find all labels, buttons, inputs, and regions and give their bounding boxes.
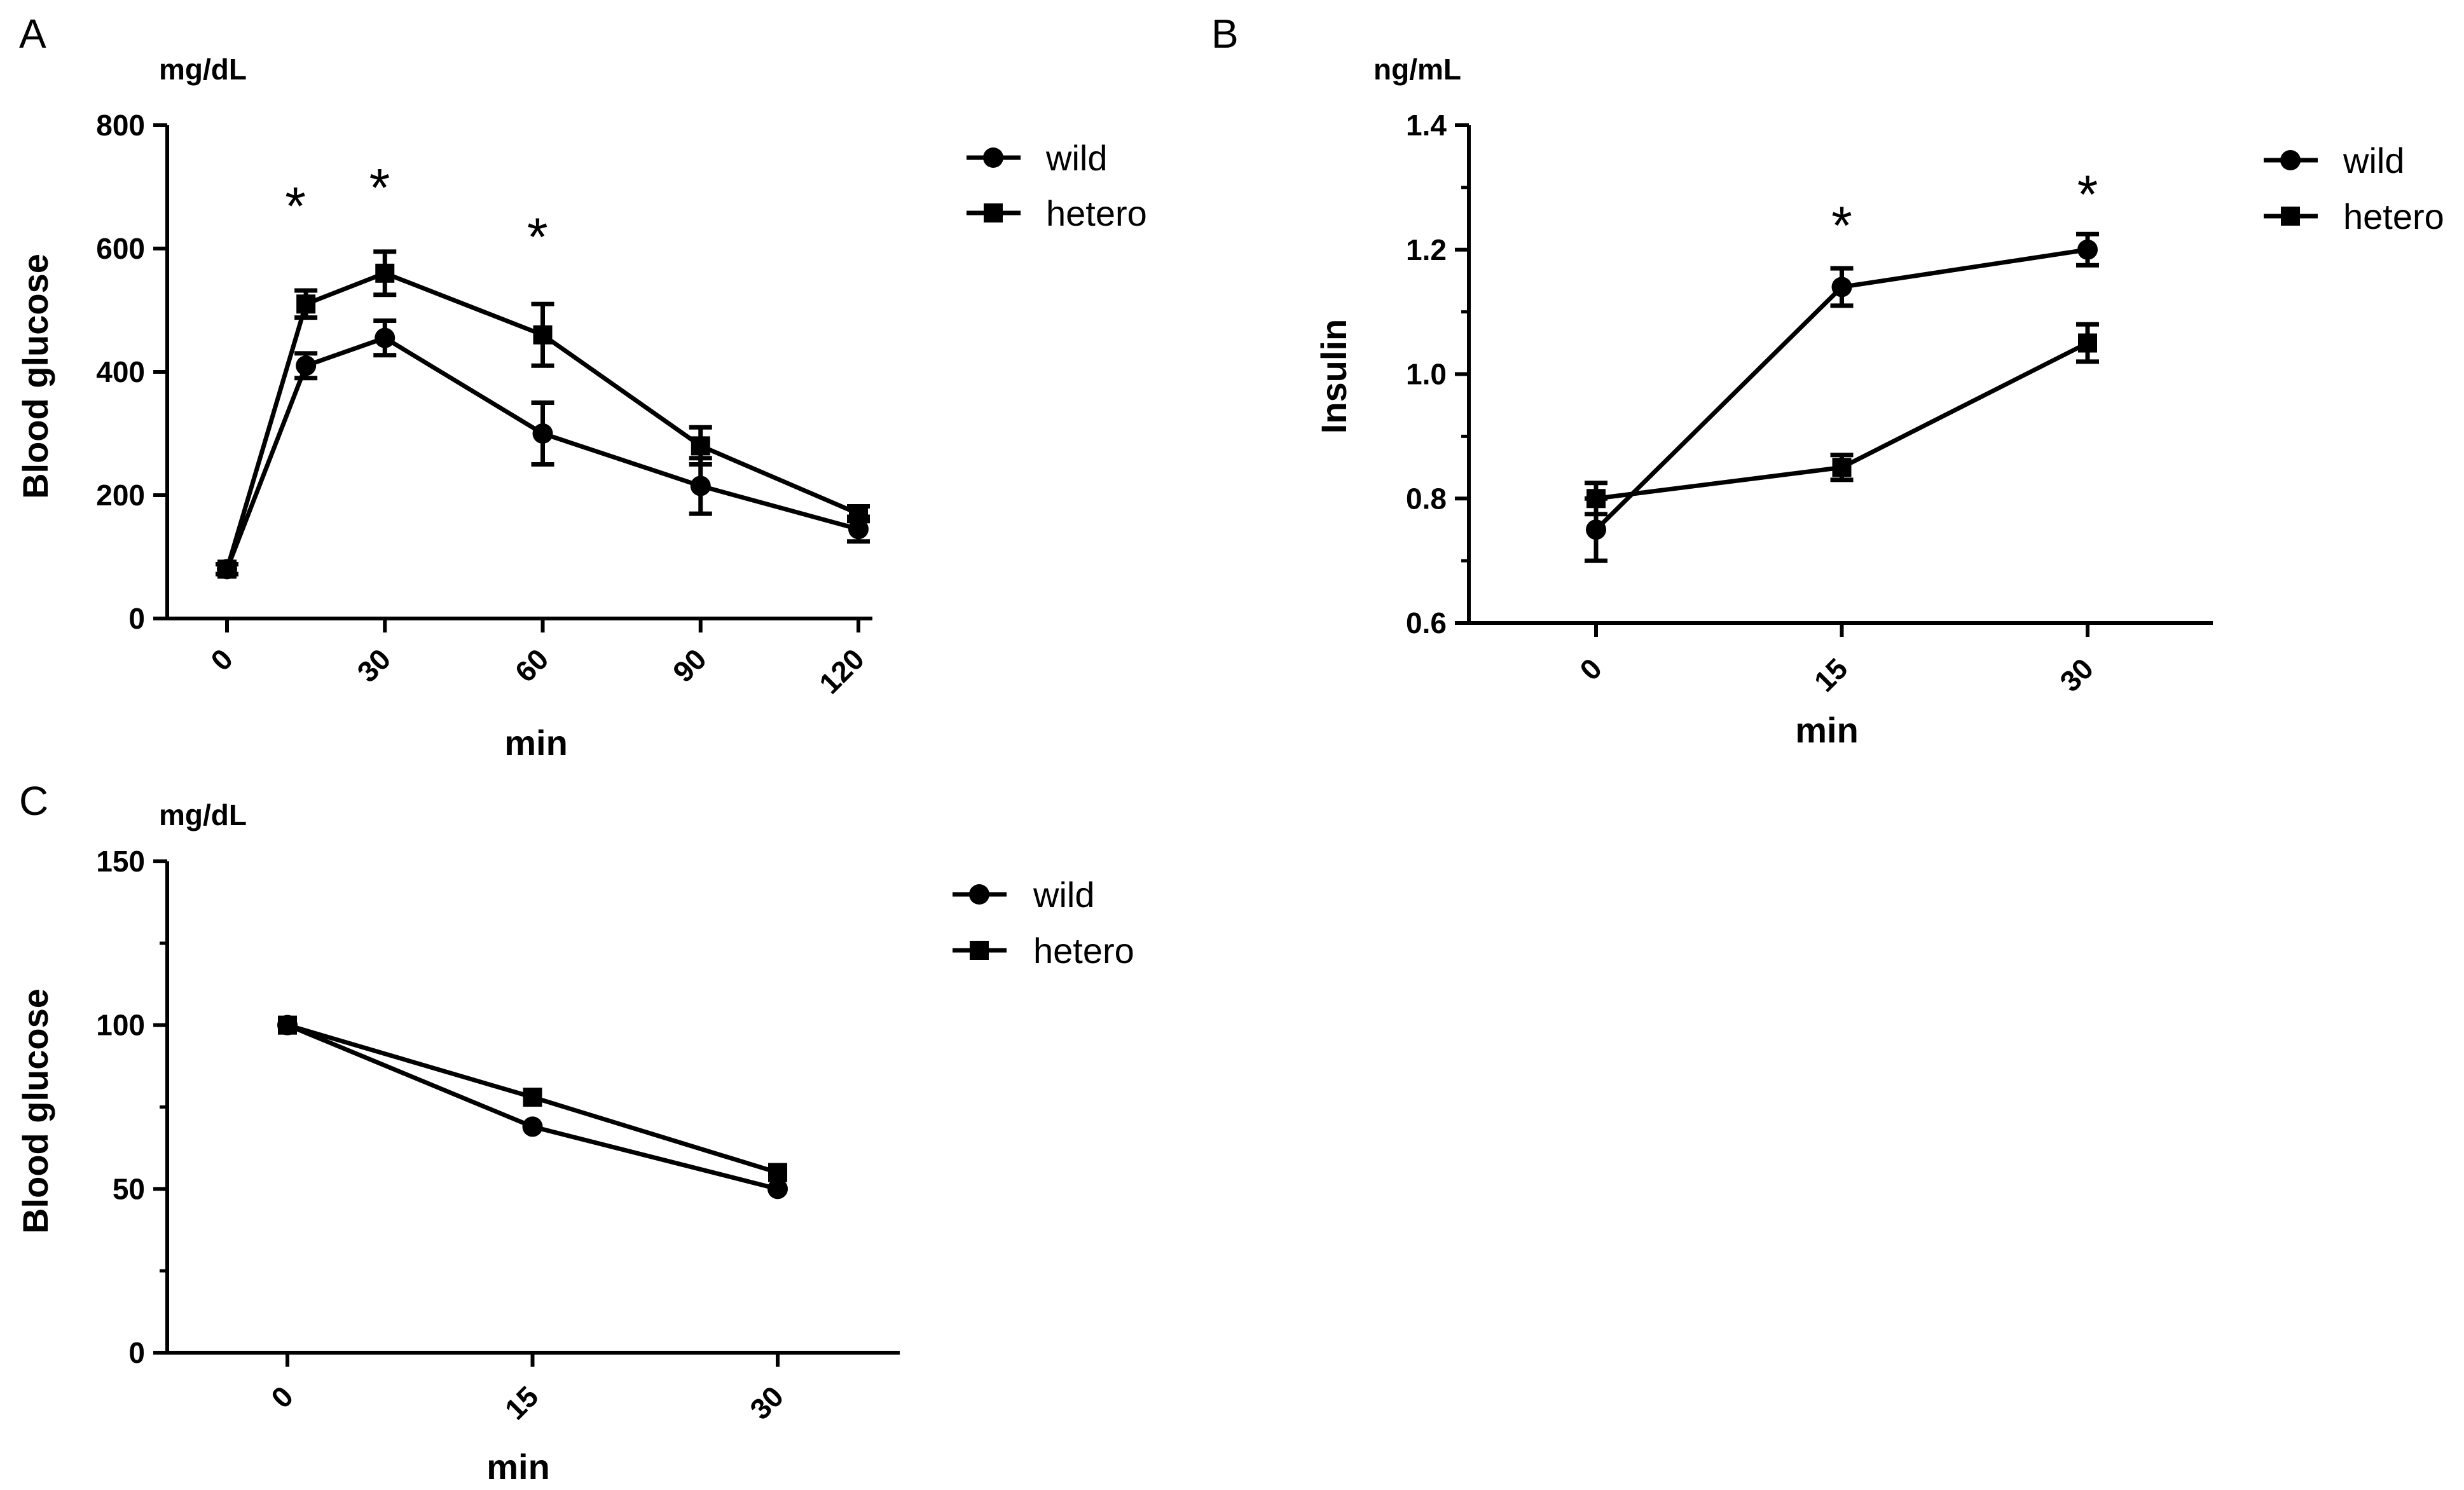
panel-a-series-hetero-point [691,436,710,456]
panel-b-y-tick-label: 0.6 [1406,606,1447,639]
panel-b-legend-hetero-label: hetero [2343,196,2444,236]
panel-b: B ng/mL min Insulin wild hetero 0.6 0.8 1.… [1211,11,2444,750]
panel-c-x-tick-label: 0 [265,1379,299,1414]
panel-c-y-tick-label: 100 [96,1009,145,1042]
panel-a-series-wild-point [848,519,869,540]
panel-b-y-axis-title: Insulin [1314,319,1354,434]
panel-b-unit-label: ng/mL [1373,53,1461,86]
panel-a-y-tick-label: 0 [128,602,145,635]
panel-a-y-tick-label: 400 [96,355,145,388]
panel-c-x-axis-title: min [486,1447,550,1487]
panel-c-legend-hetero: hetero [953,931,1134,971]
panel-b-significance-star: * [1831,196,1852,256]
panel-a-legend-hetero: hetero [967,193,1147,233]
panel-a-significance-star: * [527,207,548,267]
panel-c-y-axis-title: Blood glucose [15,988,55,1234]
panel-c-series-wild-point [522,1116,543,1137]
panel-c-series-wild-line [286,1023,778,1191]
panel-b-legend: wild hetero [2264,140,2444,236]
panel-c-legend: wild hetero [953,875,1134,971]
panel-b-series-hetero-point [1832,458,1852,477]
panel-a-legend: wild hetero [967,138,1147,233]
panel-c-x-tick-label: 30 [743,1379,790,1426]
panel-a-series-hetero-point [849,504,868,524]
panel-b-x-tick-label: 15 [1808,652,1854,698]
panel-c-unit-label: mg/dL [159,798,247,831]
panel-a-legend-wild: wild [967,138,1107,178]
panel-a-series-wild-point [690,475,711,496]
panel-b-x-tick-label: 30 [2053,652,2100,698]
panel-a-series-wild-point [296,355,317,376]
panel-b-series-wild-point [2077,239,2098,260]
panel-c-series-hetero-point [768,1163,787,1182]
panel-c-x-tick-label: 15 [499,1379,545,1426]
panel-a-y-axis-title: Blood glucose [15,254,55,499]
panel-a-y-tick-label: 200 [96,479,145,512]
panel-a-series-hetero-point [375,263,395,283]
panel-b-series-wild-point [1831,277,1852,297]
panel-c-series-hetero-point [523,1088,542,1107]
panel-a-y-tick-label: 600 [96,232,145,265]
panel-c-y-tick-label: 50 [113,1172,145,1205]
panel-c-legend-wild-label: wild [1033,875,1094,915]
panel-a-x-axis-title: min [504,723,568,763]
panel-b-series-wild-point [1586,519,1606,540]
panel-b-legend-wild-label: wild [2343,140,2404,181]
panel-b-x-axis-title: min [1795,710,1859,750]
panel-a-legend-wild-label: wild [1045,138,1107,178]
panel-c-series-wild-point [767,1179,788,1200]
panel-a-series-hetero-point [296,294,316,314]
panel-b-legend-hetero: hetero [2264,196,2444,236]
panel-c-y-tick-label: 150 [96,845,145,878]
panel-a-series-wild-point [532,423,553,444]
panel-a-series-hetero-point [217,559,237,579]
panel-a-significance-star: * [369,158,390,217]
panel-b-y-tick-label: 1.4 [1406,109,1447,142]
panel-a: A mg/dL min Blood glucose wild hetero 0 2… [15,11,1147,763]
panel-c-series-hetero-point [278,1015,297,1035]
panel-b-x-tick-label: 0 [1573,652,1608,687]
panel-c: C mg/dL min Blood glucose wild hetero 0 5… [15,778,1134,1487]
panel-a-axes [165,125,872,620]
panel-a-x-tick-label: 60 [509,642,555,688]
panel-b-y-tick-label: 1.0 [1406,358,1447,391]
panel-c-letter: C [19,778,48,824]
panel-c-y-tick-label: 0 [128,1336,145,1369]
panel-a-series-hetero-point [533,325,553,345]
panel-b-y-tick-label: 0.8 [1406,482,1447,515]
panel-a-letter: A [19,11,46,57]
panel-c-axes [165,861,900,1355]
panel-a-x-tick-label: 0 [204,642,239,677]
panel-b-legend-wild: wild [2264,140,2404,181]
panel-a-x-tick-label: 90 [666,642,713,688]
panel-c-legend-wild: wild [953,875,1094,915]
panel-b-letter: B [1211,11,1239,57]
panel-b-series-hetero-point [2078,333,2097,353]
panel-b-y-tick-label: 1.2 [1406,233,1447,266]
panel-a-series-hetero-line [224,271,860,570]
panel-a-y-tick-label: 800 [96,109,145,142]
panel-a-series-wild-point [375,327,396,348]
panel-b-series-hetero-point [1586,489,1606,509]
panel-a-x-tick-label: 30 [350,642,397,688]
panel-a-unit-label: mg/dL [159,53,247,86]
panel-c-legend-hetero-label: hetero [1033,931,1134,971]
panel-a-series-wild-line [224,335,859,570]
panel-a-significance-star: * [285,176,306,236]
panel-a-x-tick-label: 120 [813,642,871,700]
panel-a-legend-hetero-label: hetero [1046,193,1147,233]
panel-b-significance-star: * [2077,165,2098,224]
